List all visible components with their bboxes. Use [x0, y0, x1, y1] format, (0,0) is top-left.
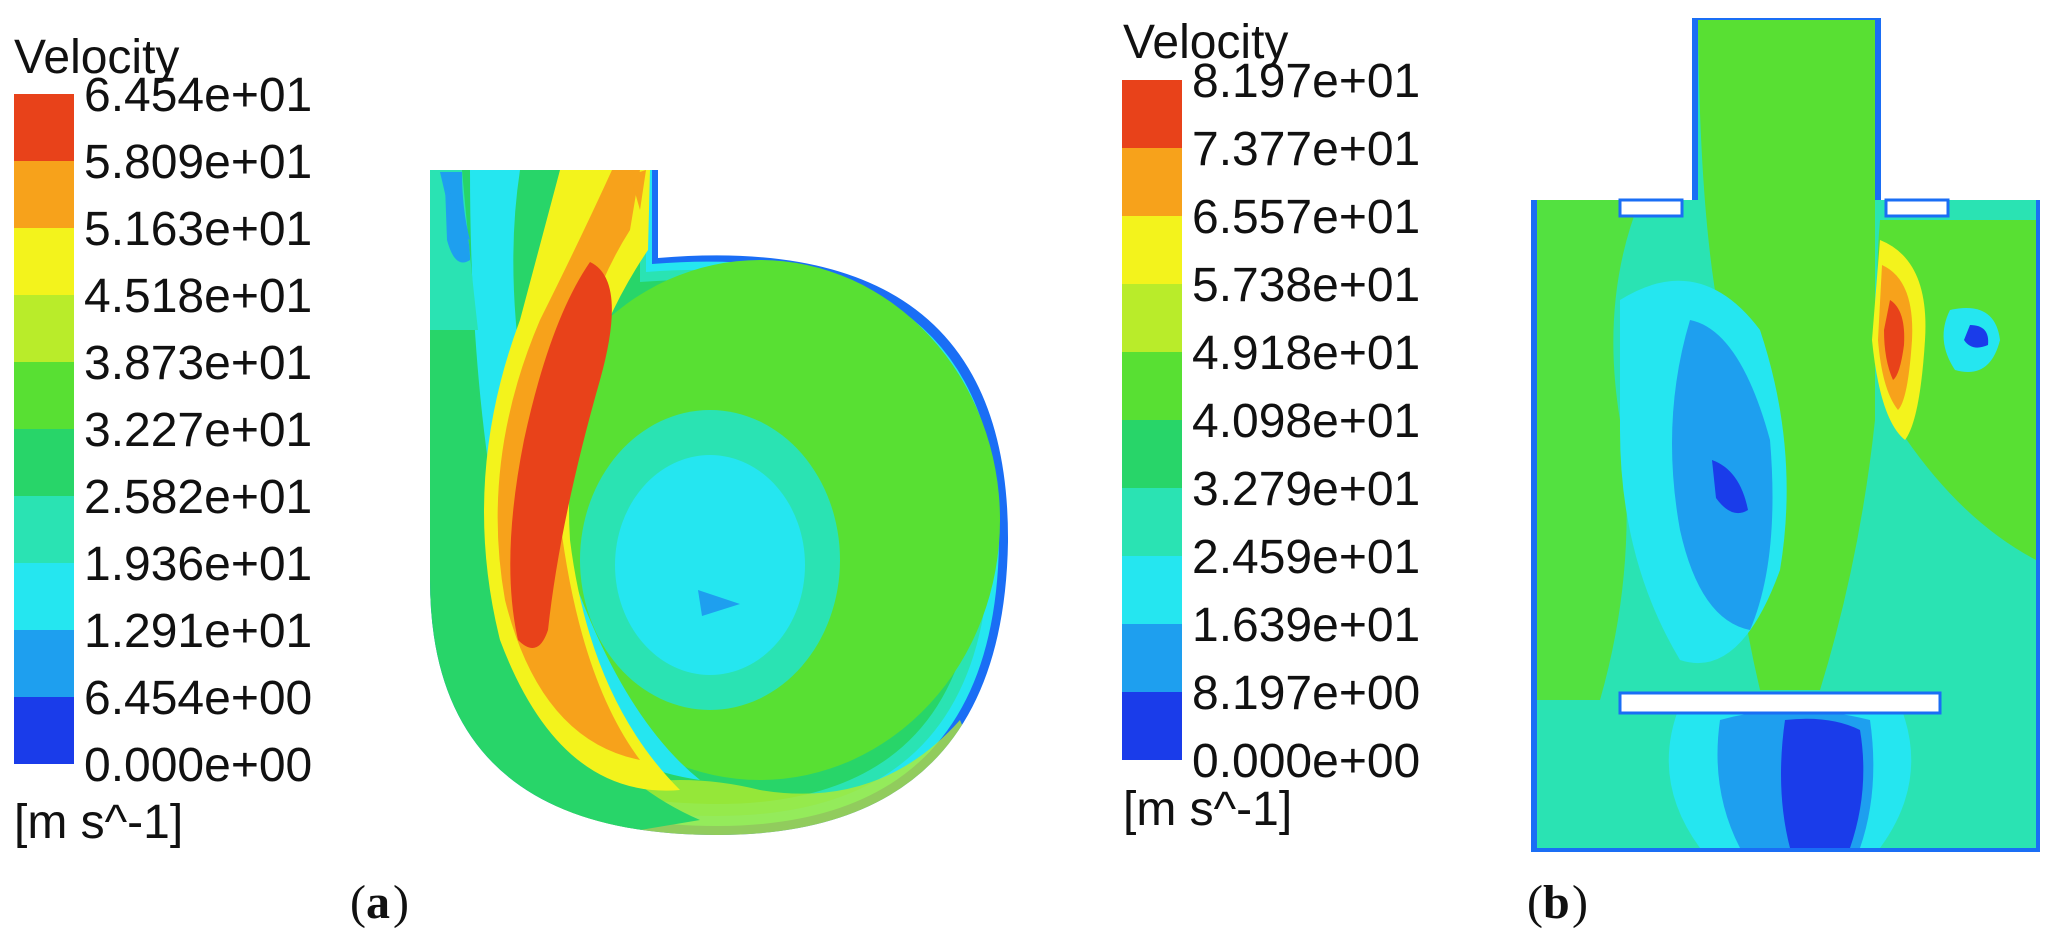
colorbar-segment — [14, 496, 74, 563]
caption-a: ( a ) — [350, 876, 409, 929]
colorbar-label: 3.227e+01 — [84, 404, 312, 457]
colorbar-label: 2.459e+01 — [1192, 531, 1420, 584]
unit-label-a: [m s^-1] — [14, 796, 183, 849]
colorbar-label: 2.582e+01 — [84, 471, 312, 524]
colorbar-label: 5.163e+01 — [84, 203, 312, 256]
colorbar-segment — [14, 161, 74, 228]
colorbar-label: 7.377e+01 — [1192, 123, 1420, 176]
colorbar-segment — [1122, 692, 1182, 760]
velocity-contour-a — [430, 170, 1009, 835]
colorbar-b — [1122, 80, 1182, 760]
colorbar-label: 8.197e+00 — [1192, 667, 1420, 720]
colorbar-segment — [14, 563, 74, 630]
colorbar-segment — [14, 295, 74, 362]
colorbar-segment — [1122, 148, 1182, 216]
colorbar-segment — [1122, 80, 1182, 148]
colorbar-label: 6.557e+01 — [1192, 191, 1420, 244]
colorbar-label: 5.738e+01 — [1192, 259, 1420, 312]
svg-text:): ) — [1572, 876, 1588, 929]
colorbar-segment — [1122, 420, 1182, 488]
legend-a: Velocity 6.454e+01 5.809e+01 5.163e+01 4.51… — [14, 31, 312, 849]
colorbar-segment — [1122, 284, 1182, 352]
colorbar-segment — [1122, 216, 1182, 284]
velocity-contour-b — [1531, 18, 2040, 852]
colorbar-label: 1.291e+01 — [84, 605, 312, 658]
svg-text:(: ( — [1527, 876, 1543, 929]
colorbar-label: 1.936e+01 — [84, 538, 312, 591]
colorbar-label: 6.454e+00 — [84, 672, 312, 725]
colorbar-segment — [14, 94, 74, 161]
colorbar-label: 6.454e+01 — [84, 69, 312, 122]
colorbar-labels-b: 8.197e+01 7.377e+01 6.557e+01 5.738e+01 4.91… — [1192, 55, 1420, 788]
colorbar-label: 4.918e+01 — [1192, 327, 1420, 380]
colorbar-segment — [14, 429, 74, 496]
colorbar-label: 4.098e+01 — [1192, 395, 1420, 448]
unit-label-b: [m s^-1] — [1123, 783, 1292, 836]
colorbar-label: 1.639e+01 — [1192, 599, 1420, 652]
colorbar-label: 0.000e+00 — [84, 739, 312, 792]
colorbar-segment — [14, 228, 74, 295]
colorbar-label: 8.197e+01 — [1192, 55, 1420, 108]
colorbar-a — [14, 94, 74, 764]
colorbar-label: 0.000e+00 — [1192, 735, 1420, 788]
svg-text:b: b — [1543, 876, 1570, 929]
colorbar-segment — [14, 697, 74, 764]
colorbar-label: 3.873e+01 — [84, 337, 312, 390]
colorbar-segment — [1122, 624, 1182, 692]
legend-title-a: Velocity — [14, 31, 179, 84]
caption-b: ( b ) — [1527, 876, 1588, 929]
svg-text:a: a — [366, 876, 390, 929]
legend-title-b: Velocity — [1123, 16, 1288, 69]
svg-text:): ) — [393, 876, 409, 929]
colorbar-label: 3.279e+01 — [1192, 463, 1420, 516]
colorbar-label: 5.809e+01 — [84, 136, 312, 189]
colorbar-segment — [14, 630, 74, 697]
colorbar-segment — [1122, 488, 1182, 556]
colorbar-labels-a: 6.454e+01 5.809e+01 5.163e+01 4.518e+01 3.87… — [84, 69, 312, 792]
legend-b: Velocity 8.197e+01 7.377e+01 6.557e+01 5.73… — [1122, 16, 1420, 836]
colorbar-segment — [1122, 556, 1182, 624]
colorbar-segment — [1122, 352, 1182, 420]
colorbar-segment — [14, 362, 74, 429]
svg-text:(: ( — [350, 876, 366, 929]
colorbar-label: 4.518e+01 — [84, 270, 312, 323]
